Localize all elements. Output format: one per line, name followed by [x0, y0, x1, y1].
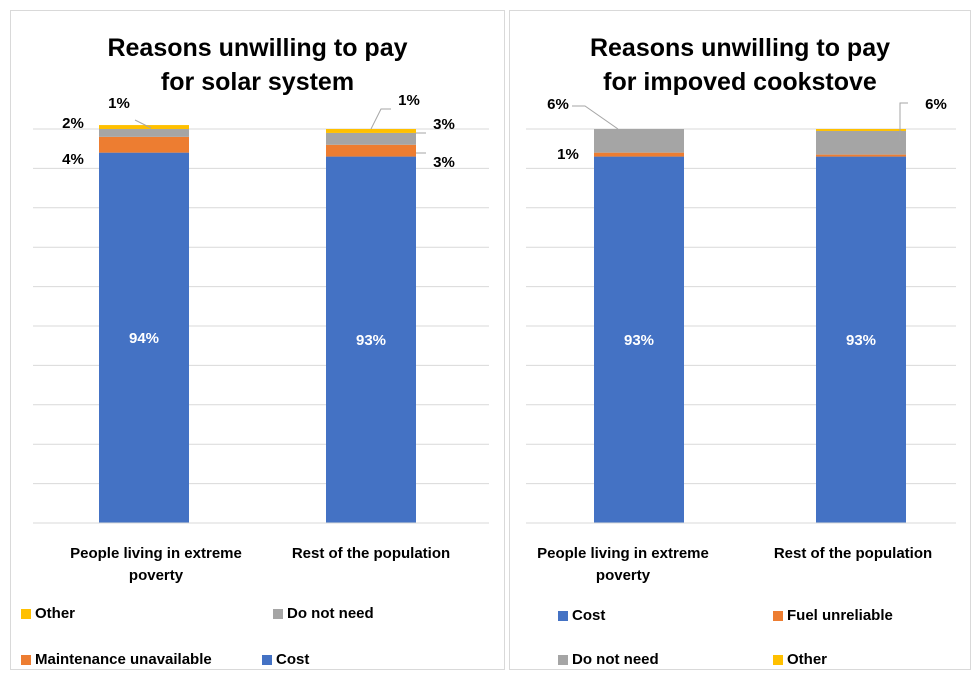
bar-segment	[326, 132, 416, 145]
category-label: Rest of the population	[276, 543, 466, 565]
data-label: 3%	[433, 116, 455, 133]
bar-segment	[816, 129, 906, 131]
data-label: 93%	[846, 332, 876, 349]
bar-segment	[99, 136, 189, 153]
chart-title: Reasons unwilling to pay for solar syste…	[11, 31, 504, 99]
category-label-line: poverty	[128, 567, 184, 584]
data-label: 6%	[547, 96, 569, 113]
chart-panel-cookstove: Reasons unwilling to pay for impoved coo…	[509, 10, 971, 670]
category-label: Rest of the population	[758, 543, 948, 565]
bar-segment	[326, 129, 416, 133]
data-label: 1%	[557, 146, 579, 163]
chart-title: Reasons unwilling to pay for impoved coo…	[510, 31, 970, 99]
bar-segment	[326, 144, 416, 157]
data-label: 93%	[624, 332, 654, 349]
leader-line	[134, 119, 152, 129]
leader-line	[572, 105, 619, 130]
leader-line	[370, 108, 391, 130]
bar-segment	[816, 154, 906, 157]
category-label-line: Rest of the population	[291, 545, 451, 562]
chart-plot: 94% 93% 1% 2% 4% 1% 3% 3%	[33, 92, 489, 524]
category-label-line: People living in extreme	[70, 545, 242, 562]
data-label: 6%	[925, 96, 947, 113]
data-label: 94%	[129, 330, 159, 347]
bar-segment	[99, 129, 189, 137]
bar-segment	[99, 125, 189, 129]
data-label: 1%	[108, 95, 130, 112]
chart-title-line-2: for solar system	[160, 68, 355, 96]
data-label: 93%	[356, 332, 386, 349]
data-label: 4%	[62, 151, 84, 168]
data-label: 2%	[62, 115, 84, 132]
category-label: People living in extreme poverty	[61, 543, 251, 587]
chart-panel-solar: Reasons unwilling to pay for solar syste…	[10, 10, 505, 670]
bar-segment	[594, 156, 684, 523]
category-label-line: People living in extreme	[537, 545, 709, 562]
bar-segment	[816, 156, 906, 523]
chart-title-line-1: Reasons unwilling to pay	[107, 34, 408, 62]
category-label: People living in extreme poverty	[528, 543, 718, 587]
chart-title-line-2: for impoved cookstove	[603, 68, 877, 96]
category-label-line: poverty	[595, 567, 651, 584]
data-label: 1%	[398, 92, 420, 109]
bar-segment	[326, 156, 416, 523]
bar-segment	[816, 130, 906, 155]
chart-plot: 93% 93% 6% 1% 6%	[526, 96, 956, 524]
bar-segment	[594, 129, 684, 153]
bar-segment	[99, 152, 189, 523]
leader-line	[899, 102, 908, 141]
chart-title-line-1: Reasons unwilling to pay	[589, 34, 891, 62]
data-label: 3%	[433, 154, 455, 171]
bar-segment	[594, 152, 684, 157]
category-label-line: Rest of the population	[773, 545, 933, 562]
